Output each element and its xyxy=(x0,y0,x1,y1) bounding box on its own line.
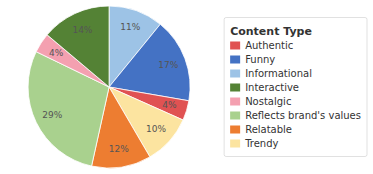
chart: Content Type Authentic Funny Informational I… xyxy=(0,0,373,174)
legend-label: Interactive xyxy=(245,82,299,93)
legend-item: Interactive xyxy=(230,82,299,93)
legend-item: Trendy xyxy=(230,138,278,149)
pie-slice xyxy=(47,6,109,87)
data-label: 10% xyxy=(146,124,166,134)
data-labels: 11% 17% 4% 10% 12% 29% 4% 14% xyxy=(42,22,178,154)
legend-swatch xyxy=(230,56,240,64)
pie xyxy=(28,6,190,168)
legend-item: Informational xyxy=(230,68,312,79)
legend: Content Type Authentic Funny Informational I… xyxy=(224,18,367,157)
data-label: 4% xyxy=(49,48,64,58)
legend-swatch xyxy=(230,126,240,134)
legend-swatch xyxy=(230,42,240,50)
legend-item: Nostalgic xyxy=(230,96,291,107)
legend-swatch xyxy=(230,70,240,78)
legend-title: Content Type xyxy=(230,25,312,38)
data-label: 17% xyxy=(158,60,178,70)
legend-swatch xyxy=(230,98,240,106)
legend-swatch xyxy=(230,84,240,92)
legend-frame xyxy=(224,18,367,157)
legend-swatch xyxy=(230,140,240,148)
data-label: 4% xyxy=(162,100,177,110)
legend-item: Funny xyxy=(230,54,275,65)
legend-swatch xyxy=(230,112,240,120)
data-label: 29% xyxy=(42,110,62,120)
legend-label: Reflects brand's values xyxy=(245,110,361,121)
legend-label: Trendy xyxy=(244,138,278,149)
legend-label: Nostalgic xyxy=(245,96,291,107)
legend-label: Informational xyxy=(245,68,312,79)
legend-item: Authentic xyxy=(230,40,293,51)
legend-item: Reflects brand's values xyxy=(230,110,361,121)
data-label: 14% xyxy=(72,25,92,35)
legend-label: Funny xyxy=(245,54,275,65)
legend-item: Relatable xyxy=(230,124,292,135)
legend-label: Authentic xyxy=(245,40,293,51)
data-label: 12% xyxy=(109,144,129,154)
data-label: 11% xyxy=(120,22,140,32)
legend-label: Relatable xyxy=(245,124,292,135)
